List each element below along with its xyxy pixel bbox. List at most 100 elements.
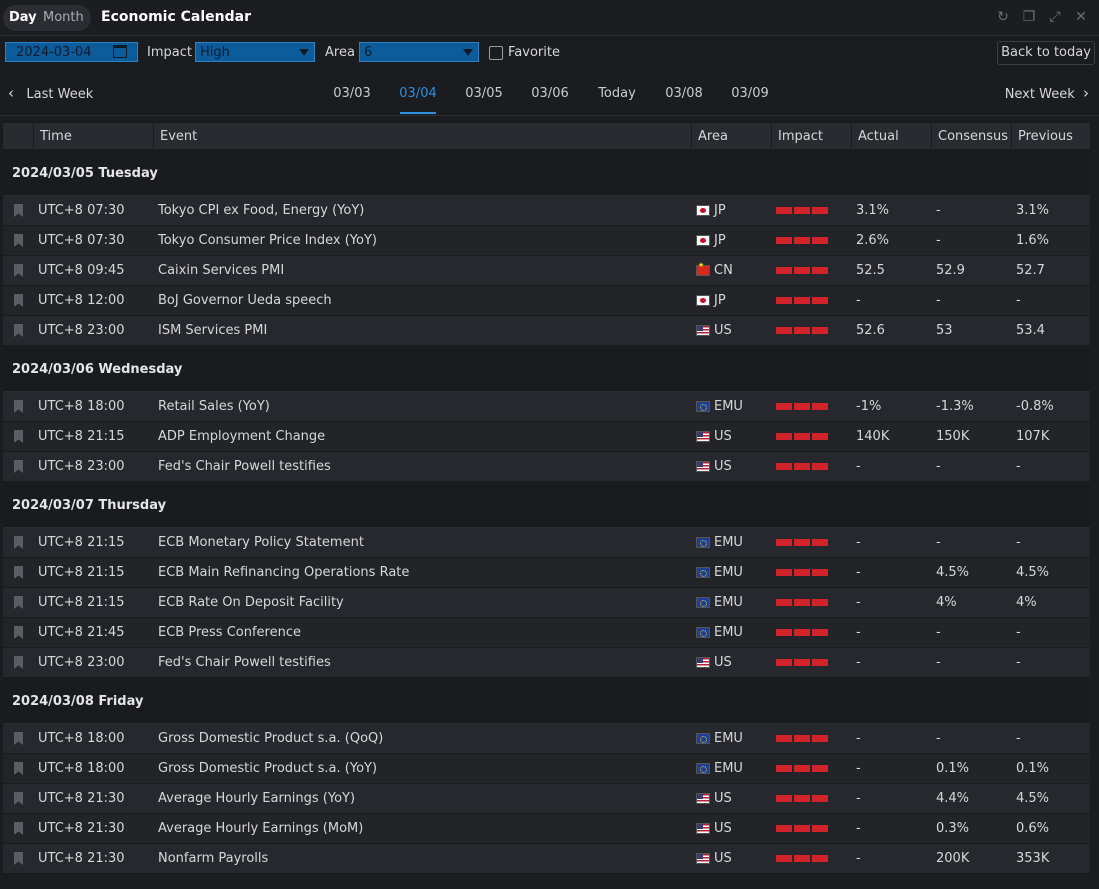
table-row[interactable]: UTC+8 18:00 Gross Domestic Product s.a. (… (3, 754, 1090, 784)
impact-bar (812, 463, 828, 470)
impact-bar (776, 463, 792, 470)
last-week-button[interactable]: ‹ Last Week (8, 84, 93, 102)
tab-day-1[interactable]: 03/04 (393, 86, 443, 114)
expand-icon[interactable]: ⤢ (1049, 9, 1061, 25)
consensus-value: - (936, 731, 941, 746)
tab-month[interactable]: Month (43, 10, 84, 25)
previous-value: - (1016, 655, 1021, 670)
bookmark-icon[interactable] (14, 460, 23, 473)
tab-day[interactable]: Day (9, 10, 37, 25)
impact-bar (776, 539, 792, 546)
bookmark-icon[interactable] (14, 264, 23, 277)
bookmark-icon[interactable] (14, 294, 23, 307)
next-week-button[interactable]: Next Week › (1005, 84, 1089, 102)
consensus-value: 150K (936, 429, 970, 444)
table-row[interactable]: UTC+8 09:45 Caixin Services PMI CN 52.5 52.9… (3, 256, 1090, 286)
view-toggle: Day Month (3, 5, 91, 31)
tab-day-2[interactable]: 03/05 (465, 86, 503, 101)
impact-bar (794, 735, 810, 742)
restore-icon[interactable]: ❐ (1022, 9, 1036, 25)
table-row[interactable]: UTC+8 21:30 Average Hourly Earnings (YoY)… (3, 784, 1090, 814)
bookmark-icon[interactable] (14, 536, 23, 549)
emu-flag-icon (696, 763, 710, 774)
impact-bar (812, 765, 828, 772)
bookmark-icon[interactable] (14, 822, 23, 835)
bookmark-icon[interactable] (14, 324, 23, 337)
tab-day-6[interactable]: 03/09 (731, 86, 769, 101)
table-row[interactable]: UTC+8 21:15 ECB Main Refinancing Operatio… (3, 558, 1090, 588)
impact-bars (776, 599, 830, 606)
column-header-event[interactable]: Event (153, 123, 691, 150)
impact-bar (794, 765, 810, 772)
date-picker[interactable]: 2024-03-04 (5, 42, 138, 62)
table-row[interactable]: UTC+8 21:30 Nonfarm Payrolls US - 200K 353K (3, 844, 1090, 874)
table-row[interactable]: UTC+8 21:30 Average Hourly Earnings (MoM)… (3, 814, 1090, 844)
bookmark-icon[interactable] (14, 732, 23, 745)
impact-bars (776, 735, 830, 742)
table-row[interactable]: UTC+8 21:15 ECB Rate On Deposit Facility E… (3, 588, 1090, 618)
table-row[interactable]: UTC+8 18:00 Retail Sales (YoY) EMU -1% -1.3%… (3, 392, 1090, 422)
bookmark-icon[interactable] (14, 430, 23, 443)
bookmark-icon[interactable] (14, 656, 23, 669)
bookmark-icon[interactable] (14, 626, 23, 639)
refresh-icon[interactable]: ↻ (997, 9, 1009, 25)
table-row[interactable]: UTC+8 21:15 ECB Monetary Policy Statement… (3, 528, 1090, 558)
group-date: 2024/03/07 Thursday (12, 498, 167, 513)
column-header-consensus[interactable]: Consensus (931, 123, 1011, 150)
bookmark-icon[interactable] (14, 204, 23, 217)
impact-bar (794, 463, 810, 470)
table-row[interactable]: UTC+8 12:00 BoJ Governor Ueda speech JP - - - (3, 286, 1090, 316)
bookmark-icon[interactable] (14, 566, 23, 579)
tab-day-4[interactable]: Today (598, 86, 636, 101)
column-header-area[interactable]: Area (691, 123, 771, 150)
group-rows: UTC+8 21:15 ECB Monetary Policy Statement… (3, 528, 1090, 678)
bookmark-icon[interactable] (14, 596, 23, 609)
impact-bars (776, 765, 830, 772)
impact-bars (776, 659, 830, 666)
table-row[interactable]: UTC+8 23:00 ISM Services PMI US 52.6 53 53.4 (3, 316, 1090, 346)
group-date: 2024/03/08 Friday (12, 694, 144, 709)
column-header-actual[interactable]: Actual (851, 123, 931, 150)
bookmark-icon[interactable] (14, 234, 23, 247)
actual-value: 3.1% (856, 203, 890, 218)
bookmark-icon[interactable] (14, 852, 23, 865)
actual-value: 2.6% (856, 233, 890, 248)
bookmark-icon[interactable] (14, 762, 23, 775)
column-header-impact[interactable]: Impact (771, 123, 851, 150)
app-title: Economic Calendar (101, 9, 251, 25)
chevron-down-icon (299, 49, 309, 56)
tab-day-3[interactable]: 03/06 (531, 86, 569, 101)
impact-select-value: High (200, 45, 230, 60)
area-select[interactable]: 6 (359, 42, 479, 62)
table-row[interactable]: UTC+8 18:00 Gross Domestic Product s.a. (… (3, 724, 1090, 754)
column-header-previous[interactable]: Previous (1011, 123, 1090, 150)
event-time: UTC+8 21:30 (38, 821, 125, 836)
consensus-value: - (936, 459, 941, 474)
event-name: Tokyo CPI ex Food, Energy (YoY) (158, 203, 365, 218)
column-header-time[interactable]: Time (33, 123, 153, 150)
impact-bar (776, 297, 792, 304)
calendar-icon[interactable] (113, 45, 127, 58)
impact-bars (776, 403, 830, 410)
bookmark-icon[interactable] (14, 400, 23, 413)
back-to-today-button[interactable]: Back to today (997, 41, 1095, 65)
group-rows: UTC+8 07:30 Tokyo CPI ex Food, Energy (Yo… (3, 196, 1090, 346)
title-bar: Day Month Economic Calendar ↻ ❐ ⤢ ✕ (0, 0, 1099, 36)
last-week-label: Last Week (26, 87, 94, 102)
table-row[interactable]: UTC+8 07:30 Tokyo Consumer Price Index (Y… (3, 226, 1090, 256)
close-icon[interactable]: ✕ (1075, 9, 1087, 25)
tab-day-0[interactable]: 03/03 (333, 86, 371, 101)
table-row[interactable]: UTC+8 07:30 Tokyo CPI ex Food, Energy (Yo… (3, 196, 1090, 226)
impact-bars (776, 237, 830, 244)
table-row[interactable]: UTC+8 21:15 ADP Employment Change US 140K 15… (3, 422, 1090, 452)
impact-bars (776, 267, 830, 274)
impact-bar (776, 825, 792, 832)
table-row[interactable]: UTC+8 23:00 Fed's Chair Powell testifies U… (3, 648, 1090, 678)
event-area: US (714, 851, 732, 866)
table-row[interactable]: UTC+8 23:00 Fed's Chair Powell testifies U… (3, 452, 1090, 482)
bookmark-icon[interactable] (14, 792, 23, 805)
favorite-checkbox[interactable] (489, 46, 503, 60)
table-row[interactable]: UTC+8 21:45 ECB Press Conference EMU - - - (3, 618, 1090, 648)
tab-day-5[interactable]: 03/08 (665, 86, 703, 101)
impact-select[interactable]: High (195, 42, 315, 62)
